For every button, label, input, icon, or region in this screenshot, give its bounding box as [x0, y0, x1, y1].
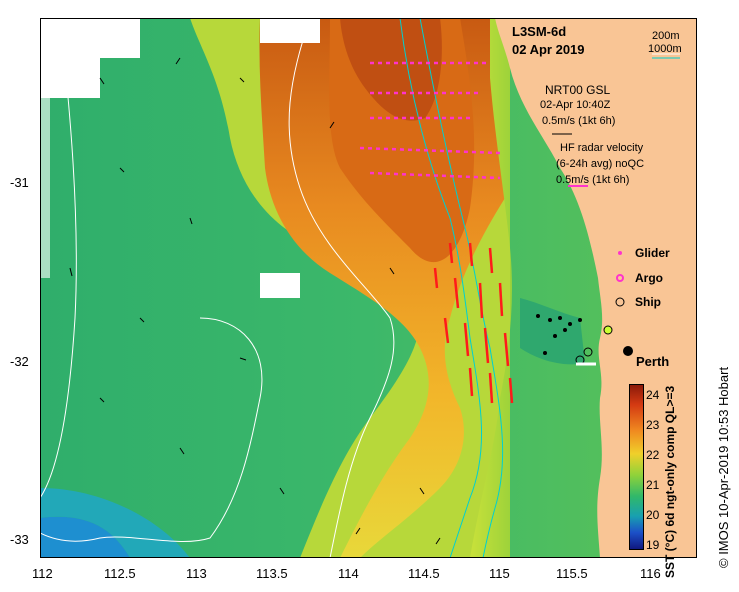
- x-tick-label: 113: [186, 566, 207, 581]
- x-tick-label: 115: [489, 566, 510, 581]
- legend-glider: Glider: [635, 246, 670, 260]
- colorbar-tick-23: 23: [646, 418, 660, 432]
- legend-ship-marker: [615, 297, 625, 307]
- hf-title: HF radar velocity: [560, 142, 644, 154]
- argo-marker: [603, 325, 613, 335]
- colorbar-tick-20: 20: [646, 508, 660, 522]
- gsl-arrows: [69, 57, 441, 545]
- x-tick-label: 116: [640, 566, 661, 581]
- x-tick-label: 112.5: [104, 566, 136, 581]
- map-title-line2: 02 Apr 2019: [512, 42, 585, 57]
- map-panel: [40, 18, 697, 558]
- colorbar: [629, 384, 644, 550]
- map-title-line1: L3SM-6d: [512, 24, 567, 39]
- gsl-scale: 0.5m/s (1kt 6h): [542, 115, 616, 127]
- colorbar-tick-22: 22: [646, 448, 660, 462]
- x-tick-label: 114.5: [408, 566, 440, 581]
- land-mass: [495, 18, 697, 558]
- hf-avg: (6-24h avg) noQC: [556, 158, 645, 170]
- hf-radar-arrows: [433, 242, 514, 404]
- legend-glider-marker: [618, 251, 622, 255]
- sst-map: [40, 18, 697, 558]
- isobath-200: [399, 18, 482, 558]
- map-frame: [40, 18, 697, 558]
- legend-ship: Ship: [635, 295, 661, 309]
- y-tick-label: -31: [10, 175, 29, 190]
- ship-markers: [536, 314, 582, 355]
- cloud-mask: [40, 18, 100, 98]
- legend-argo-marker: [616, 274, 624, 282]
- x-tick-label: 115.5: [556, 566, 588, 581]
- glider-tracks: [359, 61, 501, 180]
- x-tick-label: 112: [32, 566, 53, 581]
- colorbar-tick-24: 24: [646, 388, 660, 402]
- colorbar-title: SST (°C) 6d ngt-only comp QL>=3: [663, 385, 677, 578]
- legend-argo: Argo: [635, 271, 663, 285]
- perth-dot: [623, 346, 633, 356]
- city-label: Perth: [636, 354, 670, 369]
- colorbar-tick-19: 19: [646, 538, 660, 552]
- x-tick-label: 113.5: [256, 566, 288, 581]
- x-tick-label: 114: [338, 566, 359, 581]
- colorbar-tick-21: 21: [646, 478, 660, 492]
- hf-scale: 0.5m/s (1kt 6h): [556, 174, 630, 186]
- gsl-title: NRT00 GSL: [545, 83, 611, 97]
- cool-water-patch: [40, 516, 130, 558]
- gsl-time: 02-Apr 10:40Z: [540, 99, 611, 111]
- credit-text: © IMOS 10-Apr-2019 10:53 Hobart: [716, 366, 731, 568]
- legend-1000m: 1000m: [648, 43, 682, 55]
- y-tick-label: -33: [10, 532, 29, 547]
- y-tick-label: -32: [10, 354, 29, 369]
- legend-200m: 200m: [652, 30, 680, 42]
